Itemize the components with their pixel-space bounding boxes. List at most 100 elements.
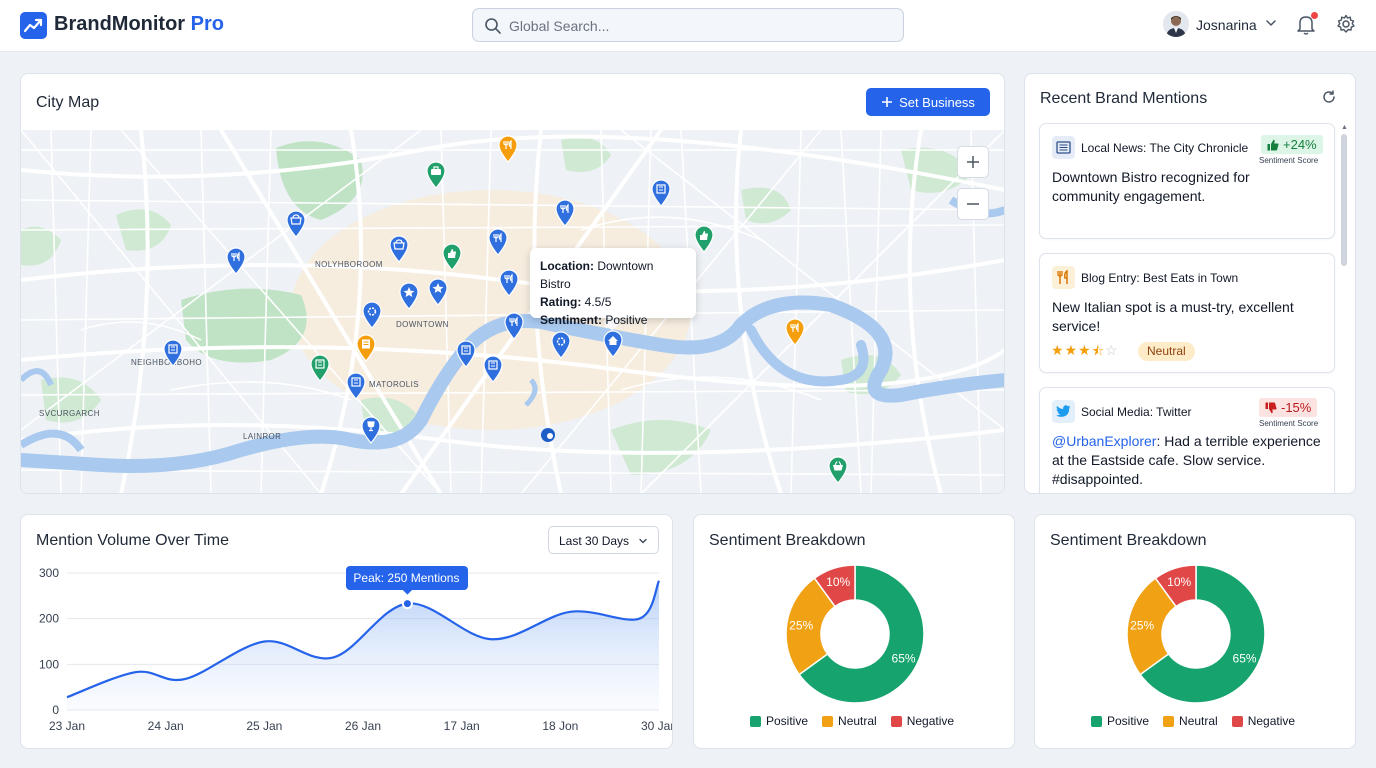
map-pin-restaurant[interactable] — [498, 269, 520, 297]
brand-name[interactable]: BrandMonitor Pro — [54, 13, 224, 36]
scroll-up-arrow[interactable]: ▲ — [1341, 124, 1348, 131]
map-pin-building[interactable] — [345, 372, 367, 400]
map-pin-gear[interactable] — [550, 331, 572, 359]
map-pin-building[interactable] — [309, 354, 331, 382]
bell-icon[interactable] — [1296, 14, 1316, 36]
sentiment-legend: Positive Neutral Negative — [1091, 714, 1295, 728]
brand-mentions-card: Recent Brand Mentions Local News: The Ci… — [1024, 73, 1356, 494]
map-pin-document[interactable] — [355, 334, 377, 362]
sentiment-score-negative: -15% — [1259, 398, 1318, 417]
donut-value-label: 25% — [789, 618, 813, 632]
tooltip-rating-label: Rating: — [540, 295, 582, 309]
legend-item-positive[interactable]: Positive — [1091, 714, 1149, 728]
donut-slice-positive[interactable] — [1139, 564, 1266, 704]
legend-label: Positive — [766, 714, 809, 728]
tooltip-sentiment-value: Positive — [605, 313, 648, 327]
mention-body: New Italian spot is a must-try, excellen… — [1052, 299, 1294, 334]
legend-item-negative[interactable]: Negative — [1231, 714, 1295, 728]
donut-slice-negative[interactable] — [1154, 564, 1197, 608]
map-pin-briefcase[interactable] — [425, 161, 447, 189]
thumbs-down-icon — [1265, 402, 1277, 413]
legend-label: Positive — [1107, 714, 1150, 728]
map-pin-restaurant[interactable] — [784, 318, 806, 346]
map-cluster-icon[interactable] — [539, 426, 557, 444]
star-icon: ★ — [1078, 342, 1092, 358]
x-tick-label: 23 Jan — [49, 719, 85, 733]
legend-item-positive[interactable]: Positive — [750, 714, 808, 728]
map-pin-star[interactable] — [398, 282, 420, 310]
star-pin-icon — [399, 282, 419, 310]
date-range-select[interactable]: Last 30 Days — [548, 526, 659, 554]
volume-line[interactable] — [66, 580, 661, 699]
map-pin-thumbs-up[interactable] — [441, 243, 463, 271]
map-pin-home[interactable] — [602, 330, 624, 358]
map-pin-restaurant[interactable] — [225, 247, 247, 275]
mention-item-twitter[interactable]: Social Media: Twitter -15% Sentiment Sco… — [1039, 387, 1335, 493]
utensils-icon — [1052, 266, 1075, 289]
map-label-svcurgarch: SVCURGARCH — [39, 409, 100, 418]
avatar[interactable] — [1163, 11, 1189, 37]
mention-item-news[interactable]: Local News: The City Chronicle +24% Sent… — [1039, 123, 1335, 239]
brand-name-main: BrandMonitor — [54, 13, 186, 35]
x-tick-label: 24 Jan — [148, 719, 184, 733]
legend-swatch — [822, 715, 834, 727]
map-pin-building[interactable] — [455, 340, 477, 368]
refresh-icon[interactable] — [1322, 90, 1336, 104]
donut-value-label: 10% — [826, 575, 850, 589]
set-business-button[interactable]: Set Business — [866, 88, 990, 116]
newspaper-icon — [1052, 136, 1075, 159]
search-input[interactable] — [509, 15, 889, 37]
mention-body: @UrbanExplorer: Had a terrible experienc… — [1052, 432, 1327, 489]
store-pin-icon — [286, 210, 306, 238]
map-pin-restaurant[interactable] — [554, 199, 576, 227]
legend-swatch — [1091, 715, 1102, 727]
map-pin-trophy[interactable] — [360, 416, 382, 444]
map-label-neighborboho: NEIGHBORBOHO — [131, 358, 203, 367]
map-pin-restaurant[interactable] — [503, 312, 525, 340]
gear-icon[interactable] — [1336, 14, 1356, 34]
tooltip-location-label: Location: — [540, 259, 594, 273]
date-range-value: Last 30 Days — [559, 534, 630, 548]
map-pin-building[interactable] — [650, 179, 672, 207]
mention-body: Downtown Bistro recognized for community… — [1052, 169, 1250, 204]
twitter-icon — [1052, 400, 1075, 423]
donut-slice-positive[interactable] — [798, 564, 925, 704]
city-map[interactable]: NOLYHBOROOM DOWNTOWN NEIGHBORBOHO MATORO… — [21, 130, 1004, 493]
tooltip-rating-row: Rating: 4.5/5 — [540, 293, 686, 311]
map-pin-basket[interactable] — [827, 456, 849, 484]
zoom-in-button[interactable] — [957, 146, 989, 178]
mention-item-blog[interactable]: Blog Entry: Best Eats in Town New Italia… — [1039, 253, 1335, 373]
map-pin-gear[interactable] — [361, 301, 383, 329]
donut-slice-neutral[interactable] — [785, 577, 837, 676]
donut-value-label: 25% — [1130, 618, 1154, 632]
scrollbar-thumb[interactable] — [1341, 134, 1347, 266]
zoom-out-button[interactable] — [957, 188, 989, 220]
username: Josnarina — [1196, 17, 1257, 33]
donut-slice-negative[interactable] — [813, 564, 856, 608]
map-pin-restaurant[interactable] — [497, 135, 519, 163]
map-pin-store[interactable] — [388, 235, 410, 263]
brand-logo-icon[interactable] — [20, 12, 47, 39]
map-pin-thumbs-up[interactable] — [693, 225, 715, 253]
tooltip-location-value: Downtown Bistro — [540, 259, 654, 291]
legend-item-neutral[interactable]: Neutral — [822, 714, 877, 728]
legend-item-negative[interactable]: Negative — [890, 714, 954, 728]
mention-volume-card: Mention Volume Over Time Last 30 Days 0 1… — [20, 514, 673, 749]
map-pin-building[interactable] — [162, 339, 184, 367]
donut-slice-neutral[interactable] — [1126, 577, 1178, 676]
building-pin-icon — [163, 339, 183, 367]
legend-item-neutral[interactable]: Neutral — [1163, 714, 1218, 728]
notification-dot — [1311, 12, 1318, 19]
map-pin-star[interactable] — [427, 278, 449, 306]
map-pin-restaurant[interactable] — [487, 228, 509, 256]
map-pin-store[interactable] — [285, 210, 307, 238]
map-pin-building[interactable] — [482, 355, 504, 383]
chevron-down-icon — [1266, 20, 1276, 26]
global-search[interactable] — [472, 8, 904, 42]
peak-point[interactable] — [401, 598, 413, 610]
peak-annotation-arrow — [402, 589, 413, 595]
brand-name-suffix: Pro — [190, 13, 224, 35]
volume-area — [67, 580, 659, 710]
mention-handle-link[interactable]: @UrbanExplorer — [1052, 433, 1157, 449]
sentiment-score-value: -15% — [1281, 400, 1312, 415]
